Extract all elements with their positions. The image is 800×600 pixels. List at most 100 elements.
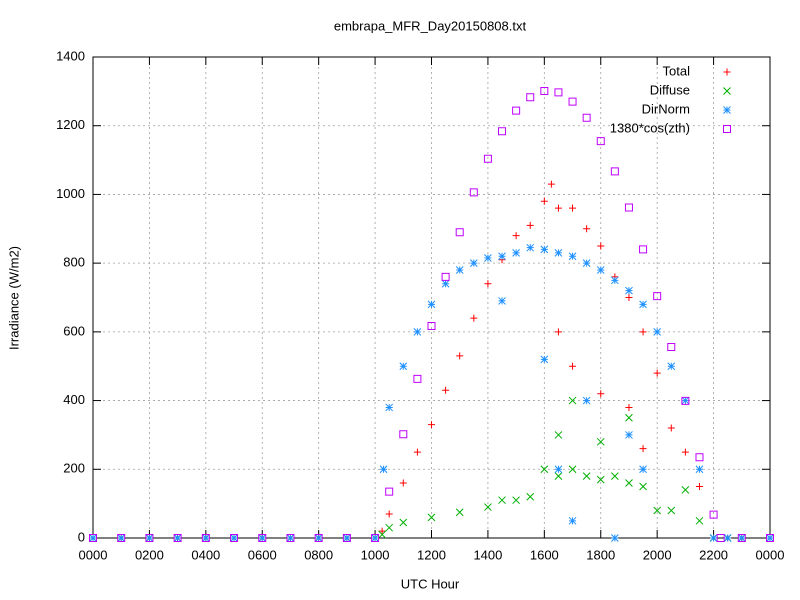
point: [201, 534, 210, 542]
point: [427, 322, 436, 331]
legend-label: 1380*cos(zth): [610, 120, 690, 135]
point: [540, 245, 549, 254]
point: [653, 506, 662, 515]
point: [639, 465, 647, 474]
plot-border: [92, 56, 771, 539]
point: [385, 487, 394, 496]
point: [596, 266, 605, 274]
x-tick-label: 1400: [473, 547, 502, 562]
point: [653, 369, 661, 377]
point: [428, 421, 435, 429]
x-tick-label: 2200: [699, 547, 728, 562]
point: [554, 328, 562, 336]
point: [526, 492, 535, 501]
point: [385, 510, 393, 518]
point: [378, 530, 386, 539]
point: [145, 534, 154, 542]
point: [427, 300, 436, 309]
point: [582, 472, 591, 481]
point: [484, 503, 492, 511]
y-axis-label: Irradiance (W/m2): [6, 246, 21, 350]
point: [413, 374, 422, 383]
point: [568, 252, 577, 261]
point: [639, 300, 647, 309]
point: [611, 472, 619, 481]
point: [716, 534, 725, 542]
point: [625, 479, 633, 487]
x-tick-label: 1600: [530, 547, 559, 562]
point: [681, 448, 689, 456]
point: [582, 113, 591, 122]
point: [723, 534, 732, 542]
point: [455, 508, 464, 517]
point: [371, 534, 379, 542]
point: [399, 479, 407, 487]
point: [117, 534, 126, 542]
point: [625, 403, 633, 411]
y-tick-label: 0: [78, 529, 85, 544]
point: [314, 534, 323, 542]
point: [483, 154, 492, 163]
point: [512, 248, 520, 257]
point: [258, 534, 267, 542]
point: [554, 465, 563, 474]
point: [639, 328, 647, 336]
point: [667, 362, 676, 371]
point: [512, 106, 521, 115]
legend-marker: [723, 87, 731, 95]
point: [230, 534, 238, 542]
point: [540, 465, 549, 474]
point: [378, 527, 386, 535]
legend-label: Diffuse: [650, 82, 690, 97]
x-tick-label: 0000: [756, 547, 785, 562]
point: [385, 523, 394, 532]
point: [611, 534, 619, 542]
point: [547, 180, 555, 188]
point: [512, 232, 520, 240]
point: [469, 259, 478, 267]
point: [681, 486, 690, 494]
point: [653, 292, 662, 301]
point: [540, 355, 549, 364]
y-tick-label: 800: [63, 255, 85, 270]
point: [625, 286, 633, 295]
x-tick-label: 1800: [586, 547, 615, 562]
legend-marker: [723, 125, 731, 133]
point: [766, 534, 774, 542]
point: [737, 534, 746, 542]
point: [526, 243, 535, 252]
point: [540, 87, 549, 96]
point: [371, 534, 380, 542]
point: [582, 396, 591, 405]
point: [201, 534, 210, 542]
legend-label: Total: [663, 63, 691, 78]
point: [441, 272, 450, 281]
point: [498, 252, 506, 261]
point: [709, 534, 718, 542]
point: [258, 534, 267, 542]
point: [554, 472, 563, 481]
point: [568, 97, 577, 106]
point: [695, 453, 704, 462]
point: [498, 127, 507, 136]
x-tick-label: 2000: [643, 547, 672, 562]
point: [413, 328, 422, 336]
point: [286, 534, 295, 542]
point: [695, 482, 703, 490]
point: [343, 534, 351, 542]
point: [596, 137, 605, 146]
point: [173, 534, 182, 542]
point: [342, 534, 351, 542]
point: [695, 516, 704, 525]
point: [413, 448, 421, 456]
point: [582, 259, 591, 267]
point: [427, 513, 436, 522]
x-tick-label: 1000: [361, 547, 390, 562]
y-tick-label: 1000: [56, 186, 85, 201]
point: [597, 390, 605, 398]
point: [596, 475, 605, 484]
point: [583, 225, 591, 233]
point: [766, 534, 774, 542]
point: [498, 496, 506, 505]
point: [314, 534, 323, 542]
